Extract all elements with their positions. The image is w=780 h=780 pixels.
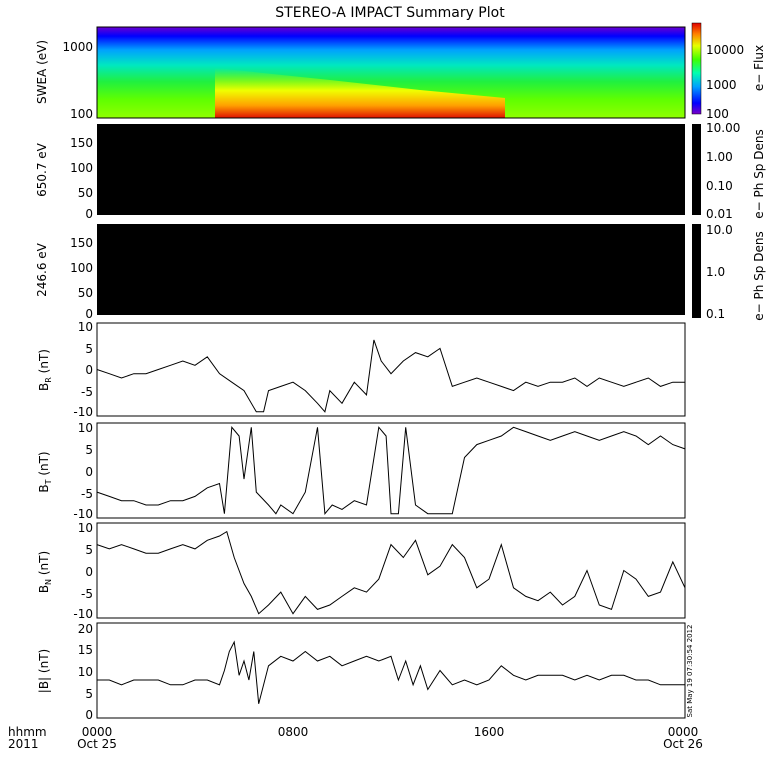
br-ytick: 5 — [85, 342, 93, 356]
pad246-colorbar — [692, 224, 701, 318]
pad650-ytick: 150 — [70, 136, 93, 150]
x-tick-time: 1600 — [474, 725, 505, 739]
pad650-colorbar — [692, 124, 701, 215]
x-axis-row1-label: hhmm — [8, 725, 47, 739]
pad650-spectrogram — [97, 124, 685, 215]
pad246-ytick: 0 — [85, 307, 93, 321]
br-ylabel-unit: (nT) — [37, 349, 51, 377]
bmag-frame — [96, 622, 686, 719]
pad246-panel: 246.6 eV 150 100 50 0 10.0 1.0 0.1 e− Ph… — [35, 223, 766, 321]
bn-frame — [96, 522, 686, 619]
bn-panel: BN (nT) 10 5 0 -5 -10 — [37, 521, 686, 621]
br-ylabel-sub: R — [44, 377, 53, 383]
bn-series-line — [96, 530, 686, 615]
bn-ytick: 0 — [85, 565, 93, 579]
pad650-ytick: 100 — [70, 161, 93, 175]
pad246-cbar-tick: 10.0 — [706, 223, 733, 237]
bt-ylabel-unit: (nT) — [37, 451, 51, 479]
x-tick-time: 0800 — [278, 725, 309, 739]
bn-ytick: 5 — [85, 543, 93, 557]
x-tick-time: 0000 — [668, 725, 699, 739]
bt-frame — [96, 422, 686, 519]
bt-panel: BT (nT) 10 5 0 -5 -10 — [37, 421, 686, 521]
br-frame — [96, 322, 686, 417]
bmag-series-line — [97, 640, 685, 704]
bmag-ytick: 5 — [85, 687, 93, 701]
bn-ylabel-unit: (nT) — [37, 551, 51, 579]
bmag-ytick: 20 — [78, 622, 93, 636]
bn-ylabel-sub: N — [44, 579, 53, 585]
pad650-panel: 650.7 eV 150 100 50 0 10.00 1.00 0.10 0.… — [35, 121, 766, 221]
bmag-ytick: 10 — [78, 665, 93, 679]
pad246-ytick: 50 — [78, 286, 93, 300]
swea-hot-region — [215, 68, 505, 118]
bt-ylabel-main: B — [37, 484, 51, 492]
bt-ytick: 0 — [85, 465, 93, 479]
swea-cbar-label: e− Flux — [752, 45, 766, 91]
br-series-line — [96, 339, 685, 413]
br-ylabel: BR (nT) — [37, 349, 53, 391]
bt-ylabel: BT (nT) — [37, 451, 53, 492]
pad246-spectrogram — [97, 224, 685, 315]
swea-cbar-tick: 10000 — [706, 43, 744, 57]
x-axis: hhmm 2011 0000 Oct 25 0800 1600 0000 Oct… — [8, 725, 703, 751]
pad246-cbar-tick: 1.0 — [706, 265, 725, 279]
pad246-ytick: 150 — [70, 236, 93, 250]
swea-panel: SWEA (eV) 1000 100 10000 1000 100 e− Flu… — [35, 22, 766, 121]
bt-series-line — [96, 426, 686, 515]
pad246-ylabel: 246.6 eV — [35, 242, 49, 297]
pad650-ylabel: 650.7 eV — [35, 142, 49, 197]
bn-ylabel-main: B — [37, 585, 51, 593]
pad650-cbar-tick: 10.00 — [706, 121, 740, 135]
pad650-ytick: 0 — [85, 207, 93, 221]
bt-ytick: -5 — [81, 487, 93, 501]
bt-ytick: 10 — [78, 421, 93, 435]
br-ytick: -5 — [81, 385, 93, 399]
swea-ytick: 1000 — [62, 40, 93, 54]
pad246-ytick: 100 — [70, 261, 93, 275]
bmag-ylabel: |B| (nT) — [37, 649, 51, 693]
x-axis-row2-label: 2011 — [8, 737, 39, 751]
swea-cbar-tick: 1000 — [706, 78, 737, 92]
bt-ytick: 5 — [85, 443, 93, 457]
x-tick-date: Oct 26 — [663, 737, 703, 751]
bn-ytick: -5 — [81, 587, 93, 601]
x-tick-date: Oct 25 — [77, 737, 117, 751]
bn-ytick: -10 — [73, 607, 93, 621]
bt-ytick: -10 — [73, 507, 93, 521]
br-ytick: -10 — [73, 405, 93, 419]
br-ytick: 10 — [78, 320, 93, 334]
bmag-panel: |B| (nT) 20 15 10 5 0 Sat May 19 07:30:5… — [37, 622, 694, 722]
pad650-cbar-tick: 0.01 — [706, 207, 733, 221]
pad246-cbar-label: e− Ph Sp Dens — [752, 231, 766, 320]
bt-ylabel-sub: T — [44, 479, 53, 485]
pad650-cbar-tick: 1.00 — [706, 150, 733, 164]
pad650-cbar-tick: 0.10 — [706, 179, 733, 193]
br-ytick: 0 — [85, 363, 93, 377]
bmag-ytick: 15 — [78, 643, 93, 657]
swea-ylabel: SWEA (eV) — [35, 40, 49, 104]
bmag-ytick: 0 — [85, 708, 93, 722]
timestamp-stamp: Sat May 19 07:30:54 2012 — [686, 624, 694, 717]
br-ylabel-main: B — [37, 383, 51, 391]
swea-cbar-tick: 100 — [706, 107, 729, 121]
bn-ylabel: BN (nT) — [37, 551, 53, 593]
pad246-cbar-tick: 0.1 — [706, 307, 725, 321]
x-tick-time: 0000 — [82, 725, 113, 739]
swea-colorbar — [691, 22, 702, 115]
plot-title: STEREO-A IMPACT Summary Plot — [275, 5, 505, 21]
swea-ytick: 100 — [70, 107, 93, 121]
br-panel: BR (nT) 10 5 0 -5 -10 — [37, 320, 686, 419]
bn-ytick: 10 — [78, 521, 93, 535]
pad650-cbar-label: e− Ph Sp Dens — [752, 129, 766, 218]
pad650-ytick: 50 — [78, 186, 93, 200]
